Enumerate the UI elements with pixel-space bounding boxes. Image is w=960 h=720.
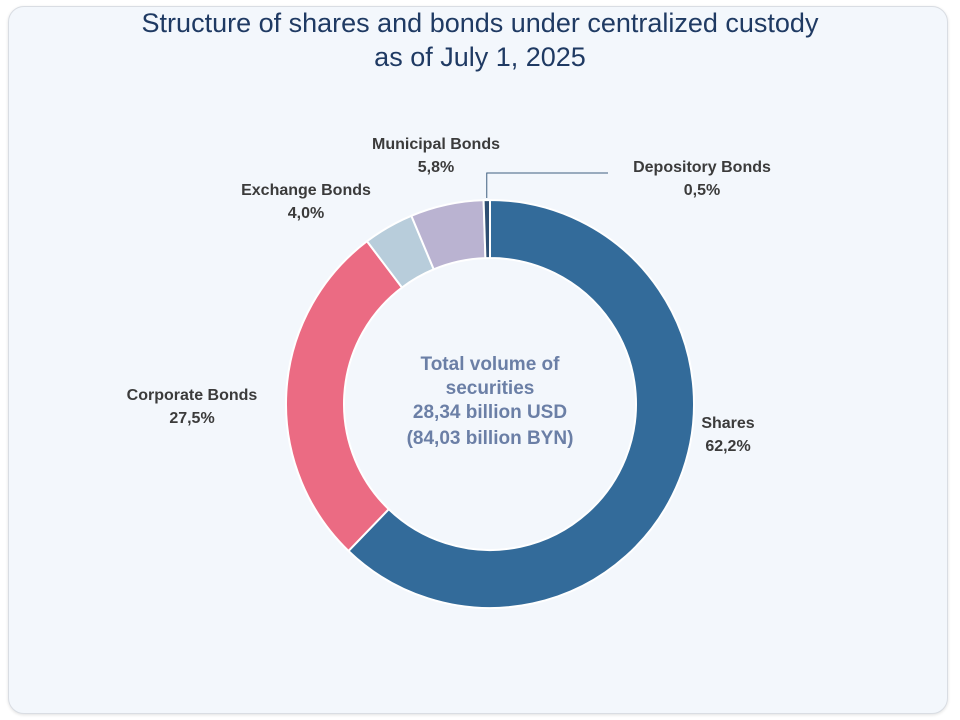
center-label: Total volume of securities 28,34 billion… [407,354,574,449]
slice-shares [347,198,695,609]
chart-title-line-2: as of July 1, 2025 [374,42,586,72]
label-name-exchange-bonds: Exchange Bonds [241,182,371,199]
chart-title-line-1: Structure of shares and bonds under cent… [141,8,819,38]
label-value-shares: 62,2% [705,438,750,455]
label-name-depository-bonds: Depository Bonds [633,159,771,176]
slice-corporate-bonds [285,239,404,553]
leader-line-depository-bonds [486,172,608,199]
leader-lines [486,172,608,199]
center-line-2: securities [446,378,535,399]
label-value-depository-bonds: 0,5% [684,182,720,199]
label-name-corporate-bonds: Corporate Bonds [127,387,258,404]
center-line-1: Total volume of [421,354,561,375]
chart-title: Structure of shares and bonds under cent… [0,6,960,74]
center-line-4: (84,03 billion BYN) [407,428,574,449]
slice-labels: Shares 62,2% Corporate Bonds 27,5% Exchange … [127,136,771,455]
slice-depository-bonds [482,198,491,260]
label-value-exchange-bonds: 4,0% [288,205,324,222]
center-line-3: 28,34 billion USD [413,402,567,423]
label-name-shares: Shares [701,415,754,432]
label-name-municipal-bonds: Municipal Bonds [372,136,500,153]
label-value-corporate-bonds: 27,5% [169,410,214,427]
slices-group [285,198,695,609]
label-value-municipal-bonds: 5,8% [418,159,454,176]
